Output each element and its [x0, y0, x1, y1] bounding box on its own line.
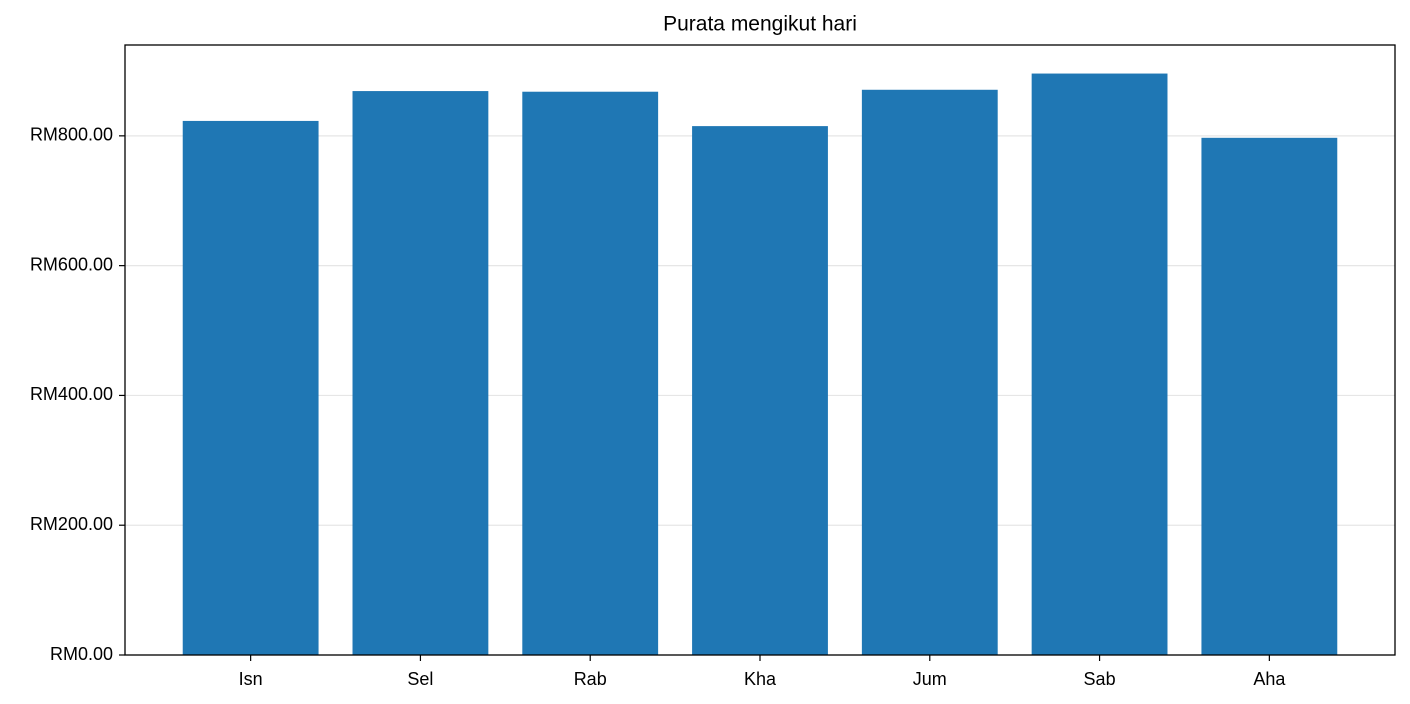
x-tick-label: Isn — [239, 669, 263, 689]
y-tick-label: RM200.00 — [30, 514, 113, 534]
bar — [352, 91, 489, 656]
y-tick-label: RM800.00 — [30, 125, 113, 145]
y-tick-label: RM400.00 — [30, 384, 113, 404]
x-tick-label: Aha — [1253, 669, 1286, 689]
x-tick-label: Sab — [1084, 669, 1116, 689]
y-tick-label: RM0.00 — [50, 644, 113, 664]
chart-title: Purata mengikut hari — [663, 13, 857, 36]
bar — [522, 91, 659, 656]
bar — [1201, 137, 1338, 656]
x-tick-label: Kha — [744, 669, 777, 689]
bar — [1031, 73, 1168, 655]
x-tick-label: Sel — [407, 669, 433, 689]
bar-layer — [182, 73, 1338, 656]
x-tick-label: Rab — [574, 669, 607, 689]
bar — [861, 89, 998, 655]
x-tick-label: Jum — [913, 669, 947, 689]
y-tick-label: RM600.00 — [30, 254, 113, 274]
bar — [692, 126, 828, 656]
bar — [182, 120, 319, 655]
